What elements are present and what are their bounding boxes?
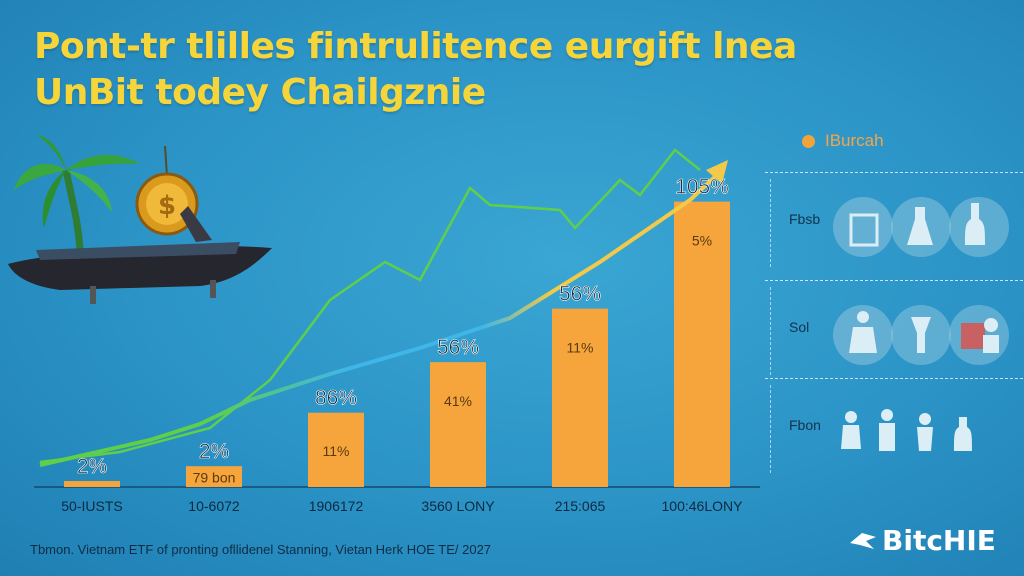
brand-name: BitcHIE: [882, 524, 996, 557]
bar-top-label: 56%: [559, 283, 601, 306]
legend-swatch: [802, 134, 815, 148]
bar-inner-label: 41%: [444, 393, 472, 409]
people-icon: [833, 305, 1009, 365]
bar-top-label: 56%: [437, 336, 479, 359]
figures-icon: [841, 409, 972, 451]
side-panel-3: Fbon: [765, 378, 1023, 479]
x-tick-label: 3560 LONY: [421, 498, 495, 514]
side-panel-1: Fbsb: [765, 172, 1023, 273]
brand-bird-icon: [850, 532, 876, 549]
bar-top-label: 2%: [199, 440, 229, 463]
panel-label: Sol: [789, 319, 810, 335]
x-tick-label: 215:065: [555, 498, 606, 514]
bar-inner-label: 79 bon: [193, 470, 236, 486]
title-line-1: Pont-tr tlilles fintrulitence eurgift ln…: [34, 26, 797, 67]
panel-label: Fbon: [789, 417, 821, 433]
x-tick-label: 10-6072: [188, 498, 240, 514]
side-panel-2: Sol: [765, 280, 1023, 381]
panel-divider: [770, 179, 771, 267]
bar-2: [186, 466, 242, 487]
x-tick-label: 50-IUSTS: [61, 498, 122, 514]
legend-label: IBurcah: [825, 131, 884, 150]
bar-top-label: 105%: [675, 176, 729, 199]
x-tick-label: 100:46LONY: [662, 498, 744, 514]
svg-text:$: $: [158, 191, 176, 221]
coin-icon: $: [135, 145, 199, 236]
chart-title: Pont-tr tlilles fintrulitence eurgift ln…: [34, 24, 797, 116]
bar-5: [552, 308, 608, 487]
trend-line-jagged: [39, 148, 701, 464]
bar-4: [430, 362, 486, 487]
bar-1: [64, 481, 120, 487]
boat-icon: [8, 206, 272, 304]
bar-inner-label: 11%: [567, 340, 594, 356]
trend-line-smooth: [39, 170, 722, 467]
island-boat-illustration: $: [8, 134, 272, 304]
bar-top-label: 86%: [315, 387, 357, 410]
footer-source: Tbmon. Vietnam ETF of pronting ofllidene…: [30, 542, 492, 557]
brand-logo: BitcHIE: [848, 524, 996, 557]
bar-inner-label: 11%: [323, 443, 350, 459]
bar-3: [308, 412, 364, 487]
panel-divider: [770, 287, 771, 375]
lab-equipment-icon: [833, 197, 1009, 257]
bar-6: [674, 201, 730, 488]
legend: IBurcah: [802, 131, 884, 151]
x-tick-label: 1906172: [309, 498, 364, 514]
trend-arrow-head: [706, 160, 728, 184]
bar-top-label: 2%: [77, 455, 107, 478]
title-line-2: UnBit todey Chailgznie: [34, 72, 486, 113]
panel-divider: [770, 385, 771, 473]
bar-inner-label: 5%: [692, 233, 712, 249]
palm-tree-icon: [14, 134, 140, 251]
panel-label: Fbsb: [789, 211, 821, 227]
